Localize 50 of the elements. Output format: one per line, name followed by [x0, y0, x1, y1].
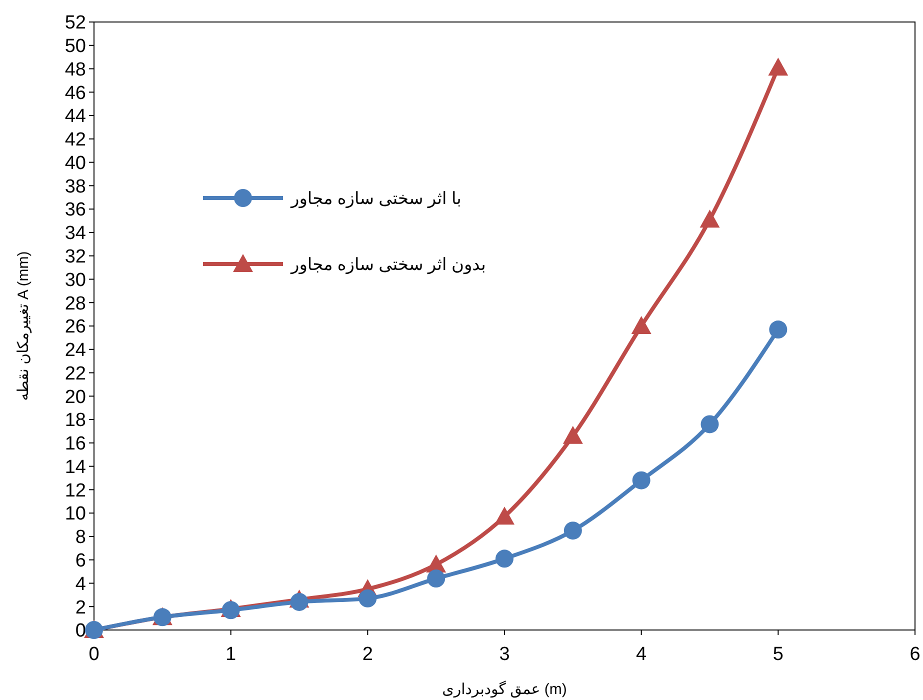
y-tick-label: 52 [64, 12, 86, 34]
x-tick-label: 2 [362, 644, 373, 665]
point [631, 316, 652, 334]
y-tick-label: 8 [75, 527, 86, 548]
y-tick-label: 16 [64, 434, 86, 455]
y-axis-title: تغییرمکان نقطه A (mm) [15, 251, 32, 401]
point [494, 506, 514, 525]
x-tick-label: 6 [910, 644, 920, 665]
y-tick-label: 50 [64, 36, 86, 58]
point [564, 522, 582, 540]
point [562, 426, 583, 444]
point [768, 58, 788, 76]
point [427, 570, 446, 588]
y-tick-label: 22 [64, 363, 86, 384]
y-tick-label: 6 [75, 550, 86, 572]
legend-label: بدون اثر سختی سازه مجاور [290, 254, 486, 275]
point [358, 589, 377, 608]
y-tick-label: 34 [64, 223, 86, 244]
y-tick-label: 48 [64, 59, 86, 80]
y-tick-label: 42 [64, 130, 86, 151]
y-tick-label: 18 [64, 410, 86, 432]
x-axis-title: عمق گودبرداری (m) [442, 680, 567, 698]
point [769, 320, 788, 339]
y-tick-label: 32 [64, 246, 86, 268]
y-tick-label: 14 [64, 456, 86, 478]
y-tick-label: 30 [64, 270, 86, 291]
x-tick-label: 0 [88, 644, 100, 665]
x-tick-label: 1 [226, 644, 236, 665]
y-tick-label: 0 [75, 620, 86, 642]
point [496, 550, 514, 568]
legend-label: با اثر سختی سازه مجاور [290, 188, 462, 209]
point [700, 210, 720, 228]
y-tick-label: 2 [75, 597, 86, 618]
y-tick-label: 20 [64, 386, 86, 408]
y-tick-label: 4 [75, 574, 86, 595]
point [700, 415, 719, 434]
y-tick-label: 38 [64, 176, 86, 198]
y-tick-label: 10 [64, 504, 86, 525]
x-tick-label: 3 [499, 644, 510, 665]
point [632, 471, 650, 490]
y-tick-label: 44 [64, 106, 86, 128]
x-tick-label: 4 [636, 644, 648, 665]
y-tick-label: 24 [64, 340, 86, 362]
y-tick-label: 26 [64, 316, 86, 338]
y-tick-label: 28 [64, 293, 86, 314]
x-tick-label: 5 [772, 644, 784, 665]
y-tick-label: 12 [64, 480, 86, 502]
y-tick-label: 36 [64, 200, 86, 221]
y-tick-label: 46 [64, 82, 86, 104]
y-tick-label: 40 [64, 152, 86, 174]
